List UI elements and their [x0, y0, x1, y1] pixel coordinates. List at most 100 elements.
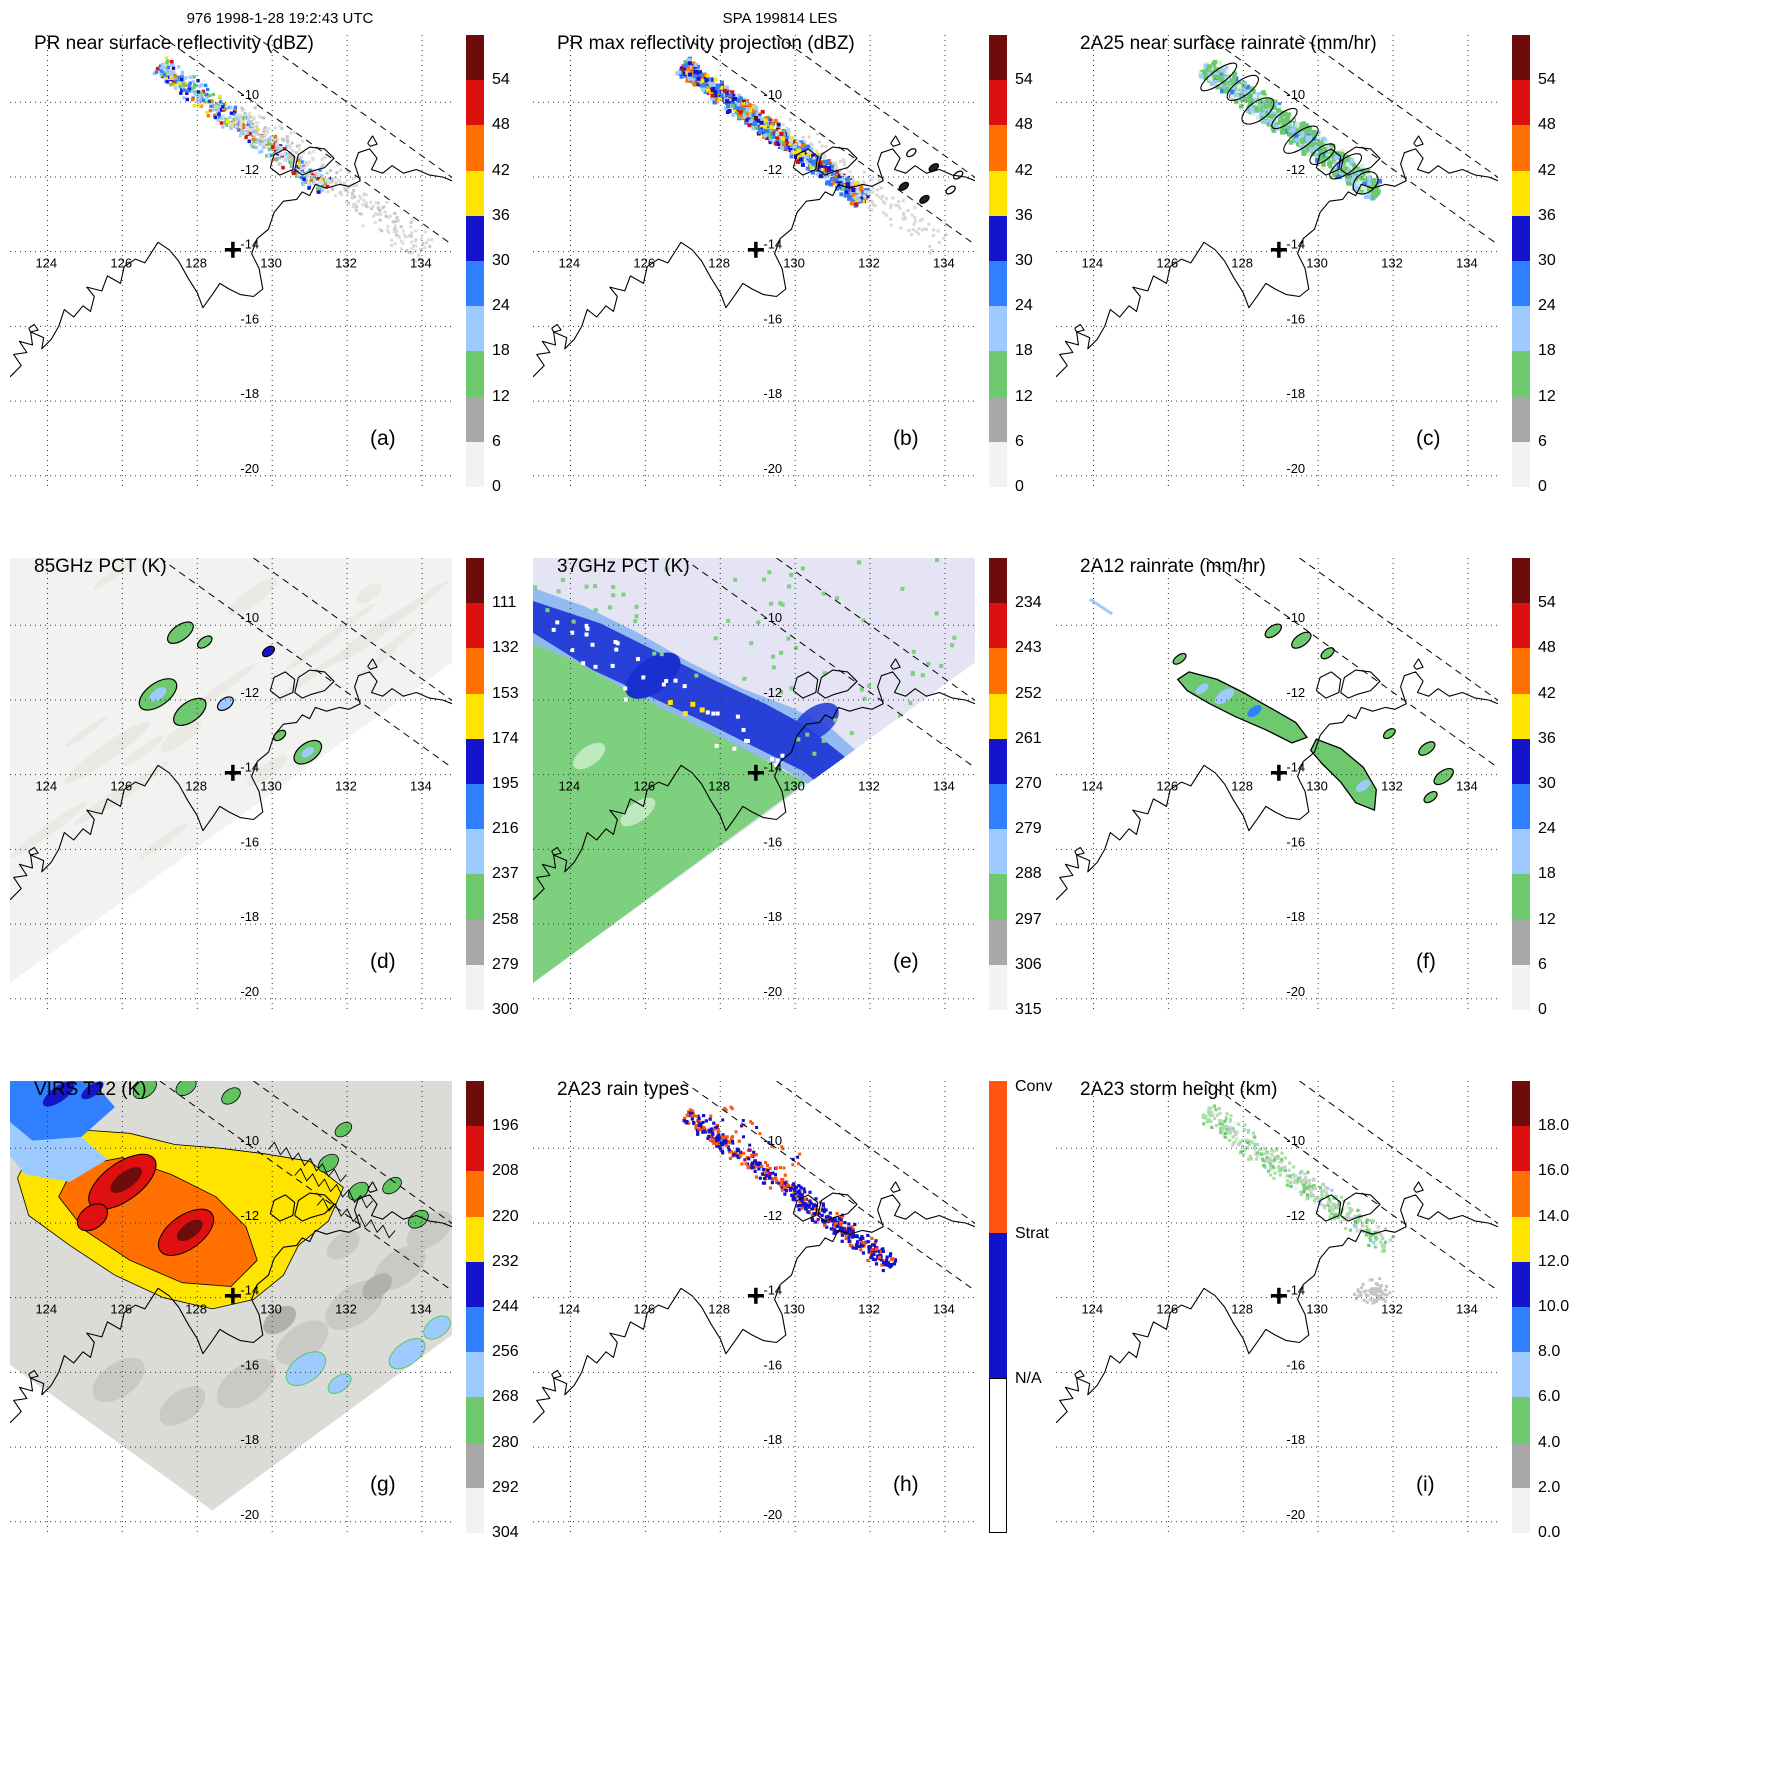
lat-label: -10 — [240, 1133, 259, 1148]
colorbar-segment — [989, 396, 1007, 442]
colorbar-tick: 14.0 — [1538, 1207, 1570, 1225]
colorbar-h — [989, 1081, 1007, 1533]
colorbar-tick: 4.0 — [1538, 1433, 1561, 1451]
colorbar-tick: 132 — [492, 639, 519, 657]
lat-label: -18 — [240, 386, 259, 401]
lat-label: -20 — [763, 984, 782, 999]
grid-layer: 124 126 128 130 132 134 -10 -12 -14 -16 -18 -20 — [1056, 1081, 1498, 1533]
colorbar-c — [1512, 35, 1530, 487]
lat-label: -14 — [240, 760, 259, 775]
panel-title-b: PR max reflectivity projection (dBZ) — [557, 33, 855, 54]
colorbar-segment — [466, 1487, 484, 1533]
colorbar-segment — [466, 603, 484, 649]
colorbar-tick: 288 — [1015, 865, 1042, 883]
lat-label: -14 — [1286, 237, 1305, 252]
map-canvas-e: 124 126 128 130 132 134 -10 -12 -14 -16 -18 -20 — [533, 558, 975, 1010]
lat-label: -14 — [240, 237, 259, 252]
lon-label: 130 — [783, 256, 805, 271]
colorbar-segment — [1512, 783, 1530, 830]
lon-label: 126 — [1156, 1302, 1178, 1317]
panel-title-i: 2A23 storm height (km) — [1080, 1079, 1278, 1100]
lat-label: -18 — [763, 909, 782, 924]
colorbar-b — [989, 35, 1007, 487]
colorbar-segment — [1512, 603, 1530, 649]
colorbar-segment — [466, 1126, 484, 1172]
lat-label: -16 — [1286, 834, 1305, 849]
colorbar-segment — [989, 351, 1007, 397]
colorbar-segment — [466, 351, 484, 397]
colorbar-segment — [989, 964, 1007, 1010]
colorbar-segment — [989, 874, 1007, 920]
panel-letter-a: (a) — [370, 427, 396, 450]
lat-label: -16 — [1286, 311, 1305, 326]
lon-label: 124 — [558, 256, 580, 271]
colorbar-segment — [466, 170, 484, 216]
colorbar-tick: 18 — [1538, 342, 1556, 360]
colorbar-segment — [1512, 351, 1530, 397]
colorbar-tick: 6 — [1015, 432, 1024, 450]
colorbar-segment — [466, 1352, 484, 1398]
lon-label: 132 — [1381, 1302, 1403, 1317]
colorbar-segment — [989, 1081, 1007, 1233]
coastline — [533, 135, 975, 378]
colorbar-tick: 36 — [1538, 206, 1556, 224]
colorbar-tick: 237 — [492, 865, 519, 883]
colorbar-segment — [466, 693, 484, 739]
cross-marker — [747, 241, 764, 258]
lon-label: 132 — [1381, 779, 1403, 794]
lon-label: 124 — [1081, 256, 1103, 271]
lon-label: 124 — [1081, 1302, 1103, 1317]
colorbar-tick: 297 — [1015, 910, 1042, 928]
colorbar-tick: 18 — [1015, 342, 1033, 360]
colorbar-tick: 0 — [492, 478, 501, 495]
colorbar-segment — [466, 648, 484, 694]
colorbar-segment — [466, 1397, 484, 1443]
cross-marker — [224, 764, 241, 781]
colorbar-tick: 6.0 — [1538, 1388, 1561, 1406]
colorbar-segment — [466, 1442, 484, 1488]
colorbar-label: N/A — [1015, 1369, 1042, 1387]
colorbar-segment — [466, 1081, 484, 1127]
colorbar-tick: 234 — [1015, 594, 1042, 612]
colorbar-tick: 261 — [1015, 729, 1042, 747]
lon-label: 134 — [410, 779, 432, 794]
colorbar-segment — [1512, 1081, 1530, 1127]
colorbar-tick: 243 — [1015, 639, 1042, 657]
lon-label: 126 — [633, 256, 655, 271]
swath-dashed-lines — [682, 558, 975, 769]
lat-label: -14 — [763, 760, 782, 775]
coastline — [533, 658, 975, 901]
colorbar-segment — [989, 648, 1007, 694]
colorbar-tick: 30 — [1538, 252, 1556, 269]
colorbar-tick: 0.0 — [1538, 1524, 1561, 1541]
cross-marker — [1270, 764, 1287, 781]
colorbar-tick: 6 — [492, 432, 501, 450]
panel-title-e: 37GHz PCT (K) — [557, 556, 690, 577]
colorbar-tick: 279 — [1015, 820, 1042, 838]
lat-label: -10 — [1286, 87, 1305, 102]
lon-label: 124 — [558, 779, 580, 794]
data-layer — [533, 35, 975, 378]
lon-label: 128 — [1231, 1302, 1253, 1317]
lat-label: -14 — [763, 237, 782, 252]
lon-label: 134 — [410, 1302, 432, 1317]
lat-label: -16 — [763, 1357, 782, 1372]
colorbar-tick: 300 — [492, 1001, 519, 1018]
colorbar-segment — [989, 1377, 1007, 1533]
grid-layer: 124 126 128 130 132 134 -10 -12 -14 -16 -18 -20 — [10, 1081, 452, 1533]
lat-label: -16 — [240, 834, 259, 849]
colorbar-tick: 0 — [1538, 1001, 1547, 1018]
panel-letter-g: (g) — [370, 1473, 396, 1496]
panel-b: 124 126 128 130 132 134 -10 -12 -14 -16 -18 -20 PR m… — [533, 33, 1078, 500]
lon-label: 134 — [1456, 1302, 1478, 1317]
colorbar-segment — [989, 35, 1007, 81]
lon-label: 128 — [708, 256, 730, 271]
figure-id: SPA 199814 LES — [722, 10, 838, 27]
colorbar-segment — [1512, 1171, 1530, 1217]
colorbar-tick: 48 — [1015, 116, 1033, 134]
colorbar-segment — [1512, 80, 1530, 126]
panel-d: 124 126 128 130 132 134 -10 -12 -14 -16 -18 -20 85GH… — [10, 556, 555, 1023]
colorbar-segment — [989, 829, 1007, 875]
lat-label: -10 — [1286, 1133, 1305, 1148]
